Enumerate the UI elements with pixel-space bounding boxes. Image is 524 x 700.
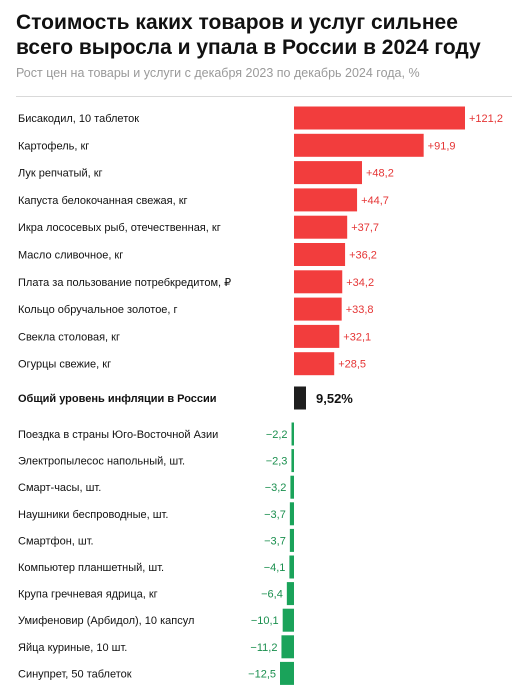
- category-label: Икра лососевых рыб, отечественная, кг: [18, 222, 221, 234]
- value-label: +33,8: [346, 304, 374, 316]
- value-label: +44,7: [361, 195, 389, 207]
- value-label: +37,7: [351, 222, 379, 234]
- value-label: −3,7: [264, 535, 286, 547]
- bar: [289, 502, 294, 526]
- category-label: Крупа гречневая ядрица, кг: [18, 589, 158, 601]
- value-label: +34,2: [346, 277, 374, 289]
- category-label: Свекла столовая, кг: [18, 331, 120, 343]
- category-label: Кольцо обручальное золотое, г: [18, 304, 178, 316]
- category-label: Бисакодил, 10 таблеток: [18, 113, 139, 125]
- inflation-label: Общий уровень инфляции в России: [18, 393, 217, 405]
- value-label: −2,2: [266, 429, 288, 441]
- bar: [294, 188, 358, 212]
- value-label: +36,2: [349, 250, 377, 262]
- value-label: +91,9: [428, 140, 456, 152]
- inflation-bar: [294, 386, 306, 410]
- category-label: Капуста белокочанная свежая, кг: [18, 195, 188, 207]
- bar: [294, 297, 342, 321]
- category-label: Лук репчатый, кг: [18, 168, 103, 180]
- category-label: Масло сливочное, кг: [18, 250, 123, 262]
- bar: [294, 243, 346, 266]
- category-label: Поездка в страны Юго-Восточной Азии: [18, 429, 218, 441]
- value-label: −6,4: [261, 589, 283, 601]
- value-label: +48,2: [366, 168, 394, 180]
- chart-subtitle: Рост цен на товары и услуги с декабря 20…: [16, 66, 420, 80]
- bar: [280, 661, 294, 685]
- bar: [291, 422, 294, 446]
- bar: [294, 215, 348, 239]
- value-label: −12,5: [248, 668, 276, 680]
- value-label: +28,5: [338, 359, 366, 371]
- value-label: −10,1: [251, 615, 279, 627]
- bar: [282, 608, 294, 632]
- category-label: Компьютер планшетный, шт.: [18, 562, 164, 574]
- category-label: Умифеновир (Арбидол), 10 капсул: [18, 615, 194, 627]
- bar: [291, 449, 294, 473]
- bar: [294, 133, 424, 157]
- category-label: Плата за пользование потребкредитом, ₽: [18, 277, 231, 289]
- bar: [294, 106, 465, 130]
- category-label: Синупрет, 50 таблеток: [18, 668, 132, 680]
- category-label: Смарт-часы, шт.: [18, 482, 101, 494]
- chart-title: Стоимость каких товаров и услуг сильнее …: [16, 11, 481, 59]
- bar: [286, 582, 294, 606]
- category-label: Наушники беспроводные, шт.: [18, 509, 168, 521]
- bar: [294, 352, 335, 376]
- value-label: −3,2: [265, 482, 287, 494]
- bar: [294, 324, 340, 348]
- category-label: Смартфон, шт.: [18, 535, 94, 547]
- divider: [16, 96, 512, 97]
- category-label: Огурцы свежие, кг: [18, 359, 111, 371]
- value-label: 9,52%: [316, 391, 353, 406]
- value-label: −2,3: [266, 456, 288, 468]
- category-label: Электропылесос напольный, шт.: [18, 456, 185, 468]
- bar: [281, 635, 294, 659]
- bar: [290, 475, 294, 499]
- value-label: +121,2: [469, 113, 503, 125]
- bar: [289, 528, 294, 552]
- value-label: −3,7: [264, 509, 286, 521]
- bar: [294, 270, 343, 294]
- category-label: Картофель, кг: [18, 140, 89, 152]
- value-label: +32,1: [343, 331, 371, 343]
- bar: [289, 555, 294, 579]
- category-label: Яйца куриные, 10 шт.: [18, 642, 127, 654]
- value-label: −4,1: [264, 562, 286, 574]
- value-label: −11,2: [250, 642, 277, 654]
- bar: [294, 161, 363, 185]
